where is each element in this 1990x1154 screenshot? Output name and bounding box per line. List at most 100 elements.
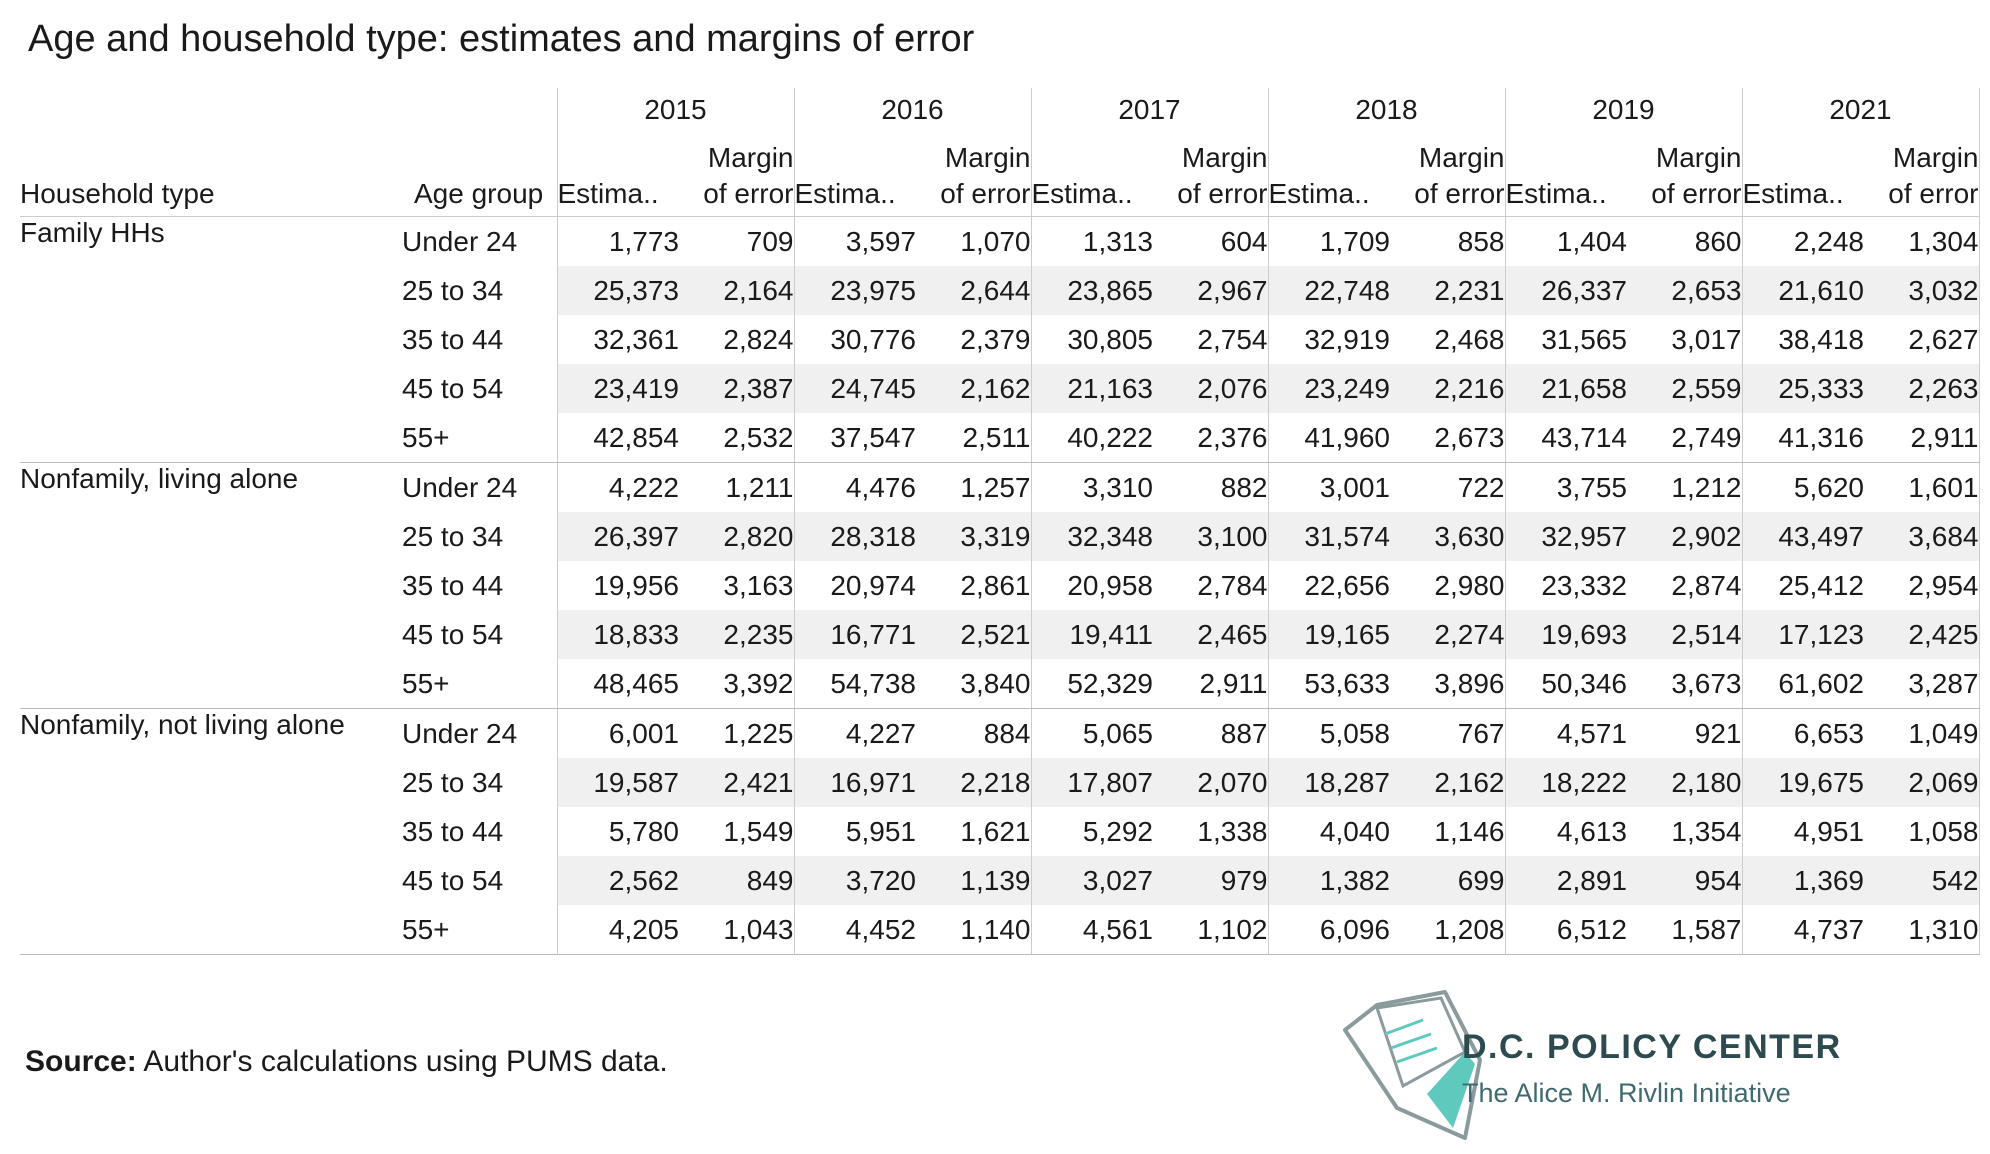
margin-of-error-cell: 3,287 (1864, 659, 1980, 709)
margin-of-error-cell: 2,824 (723, 323, 794, 355)
margin-of-error-cell: 860 (1694, 225, 1742, 257)
estimate-cell: 32,957 (1504, 512, 1627, 561)
estimate-cell: 23,249 (1267, 364, 1390, 413)
margin-of-error-cell: 2,644 (916, 266, 1031, 315)
estimate-cell: 23,419 (556, 364, 679, 413)
table-row: 45 to 54 2,562 849 3,720 1,139 3,027 979 1,382 6… (20, 856, 1980, 905)
estimate-cell: 2,562 (556, 856, 679, 905)
source-label: Source: (25, 1045, 137, 1078)
margin-of-error-cell: 3,840 (916, 659, 1031, 709)
margin-of-error-cell: 2,511 (916, 413, 1031, 463)
estimate-cell: 4,571 (1504, 708, 1627, 758)
estimate-cell: 4,227 (793, 708, 916, 758)
margin-of-error-cell: 709 (746, 225, 794, 257)
estimate-cell: 3,755 (1504, 462, 1627, 512)
margin-of-error-cell: 767 (1457, 717, 1505, 749)
margin-of-error-cell: 887 (1220, 717, 1268, 749)
estimate-cell: 25,373 (556, 266, 679, 315)
estimate-cell: 53,633 (1267, 659, 1390, 709)
margin-of-error-cell: 2,421 (679, 758, 794, 807)
estimate-cell: 2,891 (1504, 856, 1627, 905)
table-row: 25 to 34 19,587 2,421 16,971 2,218 17,807 2,07… (20, 758, 1980, 807)
estimate-cell: 25,333 (1741, 364, 1864, 413)
estimate-cell: 1,313 (1030, 216, 1153, 266)
estimate-cell: 6,512 (1504, 905, 1627, 955)
estimate-cell: 43,497 (1741, 512, 1864, 561)
margin-of-error-cell: 2,820 (679, 512, 794, 561)
margin-of-error-cell: 1,208 (1390, 905, 1505, 955)
estimate-cell: 4,951 (1741, 807, 1864, 856)
margin-of-error-cell: 3,684 (1864, 512, 1980, 561)
age-group-cell: 35 to 44 (402, 815, 504, 847)
margin-of-error-cell: 1,058 (1864, 807, 1980, 856)
household-type-cell: Nonfamily, not living alone (20, 708, 402, 955)
estimate-cell: 20,958 (1030, 561, 1153, 610)
estimate-cell: 4,040 (1267, 807, 1390, 856)
estimates-table: 2015 2016 2017 2018 2019 2021 Household … (20, 88, 1980, 955)
estimate-cell: 30,805 (1030, 315, 1153, 364)
estimate-cell: 4,452 (793, 905, 916, 955)
estimate-cell: 18,222 (1504, 758, 1627, 807)
margin-of-error-cell: 2,954 (1864, 561, 1980, 610)
margin-of-error-header: Margin of error (1627, 132, 1742, 217)
estimate-cell: 23,975 (793, 266, 916, 315)
margin-of-error-cell: 542 (1864, 856, 1980, 905)
estimate-cell: 23,332 (1504, 561, 1627, 610)
age-group-cell: 25 to 34 (402, 520, 504, 552)
estimate-cell: 50,346 (1504, 659, 1627, 709)
margin-of-error-header: Margin of error (1153, 132, 1268, 217)
margin-of-error-cell: 1,146 (1434, 815, 1505, 847)
page-title: Age and household type: estimates and ma… (28, 18, 975, 60)
estimate-cell: 1,709 (1267, 216, 1390, 266)
estimate-header: Estima.. (793, 132, 916, 217)
estimate-cell: 4,737 (1741, 905, 1864, 955)
margin-of-error-cell: 2,754 (1197, 323, 1268, 355)
margin-of-error-header: Margin of error (916, 132, 1031, 217)
margin-of-error-cell: 3,673 (1627, 659, 1742, 709)
margin-of-error-cell: 2,164 (679, 266, 794, 315)
margin-of-error-cell: 3,032 (1864, 266, 1980, 315)
margin-of-error-cell: 2,425 (1864, 610, 1980, 659)
age-group-cell: 35 to 44 (402, 569, 504, 601)
table-row: 35 to 44 5,780 1,549 5,951 1,621 5,292 1,338 4,… (20, 807, 1980, 856)
estimate-cell: 22,748 (1267, 266, 1390, 315)
margin-of-error-cell: 1,140 (916, 905, 1031, 955)
estimate-cell: 41,960 (1267, 413, 1390, 463)
margin-of-error-cell: 2,521 (916, 610, 1031, 659)
estimate-cell: 4,476 (793, 462, 916, 512)
estimate-cell: 52,329 (1030, 659, 1153, 709)
estimate-cell: 5,292 (1030, 807, 1153, 856)
estimate-cell: 41,316 (1741, 413, 1864, 463)
estimate-cell: 1,773 (556, 216, 679, 266)
margin-of-error-cell: 2,874 (1671, 569, 1742, 601)
year-header: 2018 (1267, 88, 1505, 132)
margin-of-error-cell: 1,601 (1864, 462, 1980, 512)
estimate-cell: 31,574 (1267, 512, 1390, 561)
margin-of-error-cell: 2,468 (1434, 323, 1505, 355)
estimate-cell: 3,720 (793, 856, 916, 905)
year-header: 2019 (1504, 88, 1742, 132)
estimate-cell: 61,602 (1741, 659, 1864, 709)
margin-of-error-cell: 3,017 (1671, 323, 1742, 355)
estimate-cell: 4,205 (556, 905, 679, 955)
estimate-cell: 6,653 (1741, 708, 1864, 758)
year-header: 2021 (1741, 88, 1980, 132)
estimate-cell: 42,854 (556, 413, 679, 463)
age-group-header: Age group (402, 132, 557, 217)
estimate-cell: 43,714 (1504, 413, 1627, 463)
age-group-cell: 35 to 44 (402, 323, 504, 355)
margin-of-error-header: Margin of error (1864, 132, 1980, 217)
margin-of-error-cell: 2,263 (1864, 364, 1980, 413)
estimate-cell: 21,658 (1504, 364, 1627, 413)
estimate-cell: 19,956 (556, 561, 679, 610)
estimate-cell: 17,807 (1030, 758, 1153, 807)
household-type-cell: Nonfamily, living alone (20, 462, 402, 709)
margin-of-error-cell: 1,304 (1864, 216, 1980, 266)
estimate-header: Estima.. (1030, 132, 1153, 217)
household-type-header: Household type (20, 132, 402, 217)
table-row: 45 to 54 18,833 2,235 16,771 2,521 19,411 2,46… (20, 610, 1980, 659)
margin-of-error-cell: 604 (1220, 225, 1268, 257)
margin-of-error-cell: 1,338 (1197, 815, 1268, 847)
year-header-row: 2015 2016 2017 2018 2019 2021 (20, 88, 1980, 132)
estimate-header: Estima.. (1741, 132, 1864, 217)
